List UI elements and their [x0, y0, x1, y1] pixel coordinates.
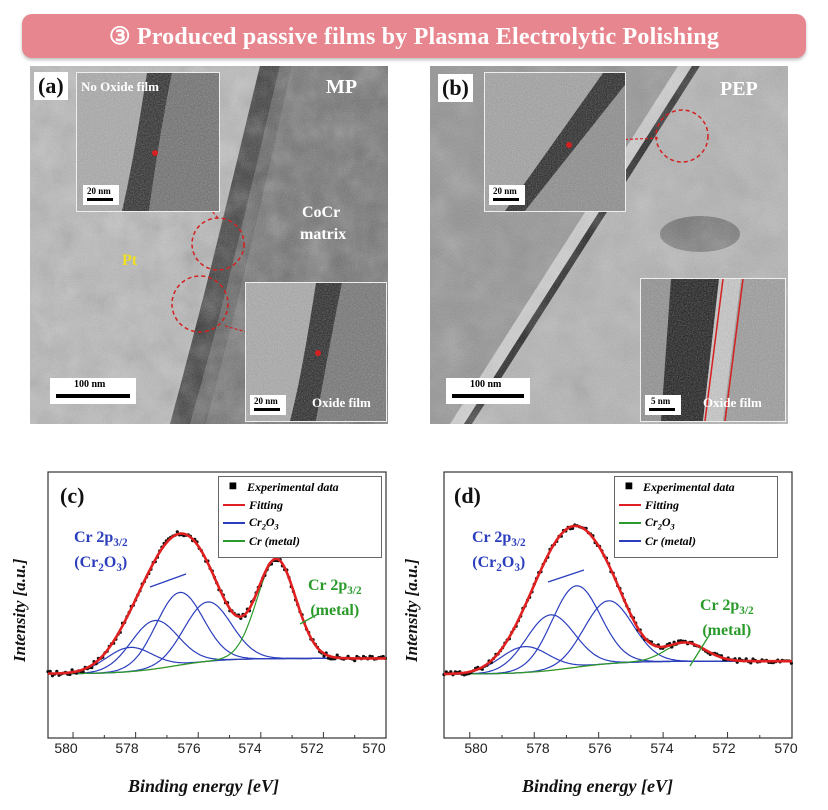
- panel-label-a: (a): [34, 72, 68, 100]
- x-axis-label-d: Binding energy [eV]: [522, 776, 673, 796]
- tem-panel-a: No Oxide film 20 nm Oxide film 20 nm (a)…: [30, 66, 388, 424]
- legend-item: Cr (metal): [615, 533, 696, 549]
- condition-label-pep: PEP: [720, 78, 758, 100]
- scalebar-label: 20 nm: [254, 396, 278, 406]
- inset-a-bottom-caption: Oxide film: [312, 395, 371, 410]
- legend-item: Cr2O3: [615, 515, 675, 531]
- annotation-cr2o3-c: Cr 2p3/2 (Cr2O3): [74, 529, 128, 575]
- scalebar-inset-b-bottom: 5 nm: [645, 395, 681, 415]
- banner-title: ③ Produced passive films by Plasma Elect…: [108, 23, 720, 50]
- inset-a-top-caption: No Oxide film: [81, 79, 159, 94]
- data-point: [48, 669, 52, 673]
- x-tick: 578: [526, 740, 550, 756]
- annotation-leader: [299, 613, 319, 625]
- legend-text: Experimental data: [643, 479, 735, 494]
- x-axis-label-c: Binding energy [eV]: [128, 776, 279, 796]
- data-point: [751, 657, 755, 661]
- x-tick: 574: [650, 740, 674, 756]
- panel-label-c: (c): [60, 483, 85, 508]
- plot-frame: [47, 471, 387, 739]
- scalebar-a: 100 nm: [50, 378, 136, 404]
- tem-inset-a-bottom: Oxide film 20 nm: [245, 282, 387, 422]
- data-point: [70, 668, 74, 672]
- scalebar-label: 5 nm: [651, 396, 671, 406]
- x-tick: 572: [300, 740, 324, 756]
- x-tick: 580: [54, 740, 78, 756]
- component-peak: [48, 619, 386, 675]
- highlight-circle-3: [655, 109, 709, 163]
- plot-frame: [443, 471, 793, 739]
- fitting-line: [47, 532, 386, 675]
- x-tick: 580: [464, 740, 488, 756]
- region-label-matrix-line2: matrix: [300, 226, 347, 243]
- legend-c: ■ Experimental data Fitting Cr2O3 Cr (met…: [218, 476, 382, 558]
- x-tick: 574: [238, 740, 262, 756]
- region-label-matrix-line1: CoCr: [302, 204, 341, 221]
- data-point: [335, 653, 339, 657]
- legend-item: Fitting: [615, 497, 679, 513]
- panel-label-b: (b): [438, 74, 473, 102]
- inset-b-bottom-caption: Oxide film: [703, 395, 762, 410]
- data-point: [329, 657, 333, 661]
- data-point: [353, 659, 357, 663]
- legend-text: Cr2O3: [249, 514, 279, 532]
- condition-label-mp: MP: [326, 76, 358, 98]
- tem-inset-b-top: 20 nm: [484, 72, 626, 212]
- scalebar-label: 100 nm: [470, 379, 502, 390]
- region-label-pt: Pt: [122, 252, 138, 269]
- xps-plot-d: [442, 471, 793, 739]
- scalebar-b: 100 nm: [446, 378, 530, 404]
- data-point: [175, 530, 179, 534]
- annotation-leader: [547, 569, 585, 583]
- legend-text: Cr (metal): [249, 533, 300, 548]
- xps-chart-d: Intensity [a.u.] Binding energy [eV] (d)…: [400, 462, 828, 810]
- y-axis-label-d: Intensity [a.u.]: [402, 558, 421, 662]
- x-tick: 570: [362, 740, 386, 756]
- legend-text: Experimental data: [247, 479, 339, 494]
- legend-item: ■ Experimental data: [228, 479, 339, 494]
- legend-text: Fitting: [645, 497, 680, 512]
- legend-text: Cr (metal): [645, 533, 696, 548]
- scalebar-label: 100 nm: [74, 379, 106, 390]
- legend-text: Fitting: [249, 497, 284, 512]
- scalebar-label: 20 nm: [87, 186, 111, 196]
- y-axis-label-c: Intensity [a.u.]: [10, 558, 29, 662]
- legend-d: ■ Experimental data Fitting Cr2O3 Cr (met…: [614, 476, 778, 558]
- highlight-circle-2: [171, 275, 229, 333]
- legend-item: Cr (metal): [219, 533, 300, 549]
- legend-text: Cr2O3: [645, 514, 675, 532]
- legend-item: Cr2O3: [219, 515, 279, 531]
- tem-inset-a-top: No Oxide film 20 nm: [76, 72, 220, 212]
- x-tick: 576: [177, 740, 201, 756]
- xps-chart-c: Intensity [a.u.] Binding energy [eV] (c)…: [0, 462, 400, 810]
- xps-plot-c: [46, 471, 387, 739]
- annotation-leader: [149, 573, 187, 588]
- legend-item: Fitting: [219, 497, 283, 513]
- scalebar-label: 20 nm: [493, 186, 517, 196]
- tem-panel-b: 20 nm Oxide film 5 nm (b) PEP 100 nm: [430, 66, 788, 424]
- x-tick: 576: [588, 740, 612, 756]
- x-tick: 572: [712, 740, 736, 756]
- scalebar-inset-b-top: 20 nm: [489, 185, 525, 205]
- panel-label-d: (d): [454, 483, 481, 508]
- scalebar-inset-a-bottom: 20 nm: [250, 395, 286, 415]
- title-banner: ③ Produced passive films by Plasma Elect…: [22, 14, 806, 58]
- fitting-line: [443, 524, 792, 676]
- annotation-cr2o3-d: Cr 2p3/2 (Cr2O3): [472, 529, 526, 575]
- annotation-metal-d: Cr 2p3/2 (metal): [700, 597, 754, 640]
- tem-inset-b-bottom: Oxide film 5 nm: [640, 278, 786, 422]
- annotation-leader: [689, 633, 711, 667]
- annotation-metal-c: Cr 2p3/2 (metal): [308, 577, 362, 620]
- data-point: [50, 674, 55, 678]
- legend-item: ■ Experimental data: [624, 479, 735, 494]
- x-tick: 578: [115, 740, 139, 756]
- scalebar-inset-a-top: 20 nm: [83, 185, 119, 205]
- x-tick: 570: [774, 740, 798, 756]
